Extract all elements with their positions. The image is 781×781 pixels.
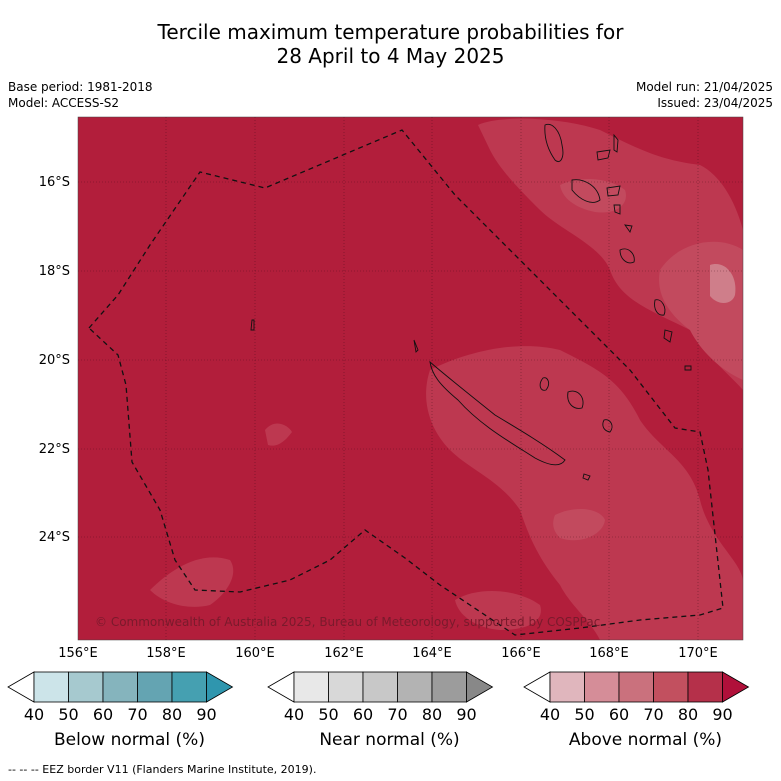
lon-label-168e: 168°E	[589, 646, 629, 661]
malakula-island	[571, 179, 601, 203]
colorbar-below-normal-label: Below normal (%)	[54, 730, 205, 750]
mare-island	[602, 419, 613, 433]
lat-label-16s: 16°S	[38, 175, 70, 190]
efate-island	[624, 224, 633, 233]
colorbar-near-normal-segment	[362, 671, 398, 703]
shade-new-caledonia	[426, 346, 743, 640]
epi-island	[613, 204, 621, 215]
lon-label-160e: 160°E	[235, 646, 275, 661]
small-islet-east	[684, 365, 692, 371]
lat-label-22s: 22°S	[38, 442, 70, 457]
colorbar-near-normal-segment	[293, 671, 329, 703]
colorbar-below-normal-segment	[33, 671, 69, 703]
shade-small-patch	[265, 423, 292, 446]
belep-islands	[413, 339, 419, 353]
lon-label-156e: 156°E	[58, 646, 98, 661]
colorbar-near-normal-segment	[397, 671, 433, 703]
colorbar-tick-label: 50	[58, 705, 79, 724]
colorbar-tick-label: 60	[352, 705, 374, 724]
isle-of-pines	[582, 473, 591, 481]
map-title-line1: Tercile maximum temperature probabilitie…	[157, 20, 624, 44]
colorbar-tick-label: 50	[574, 705, 595, 724]
lat-label-24s: 24°S	[38, 530, 70, 545]
pentecost-island	[596, 149, 611, 161]
probability-shading	[150, 118, 743, 640]
islands	[250, 123, 692, 481]
lon-label-162e: 162°E	[324, 646, 364, 661]
eez-legend-note: -- -- -- EEZ border V11 (Flanders Marine…	[8, 763, 317, 776]
map-title-line2: 28 April to 4 May 2025	[276, 44, 505, 68]
copyright-text: © Commonwealth of Australia 2025, Bureau…	[95, 615, 600, 629]
colorbar-near-normal-left-extension	[267, 671, 295, 703]
aneityum-island	[663, 329, 673, 343]
colorbar-tick-label: 90	[196, 705, 217, 724]
espiritu-santo-island	[544, 123, 564, 163]
colorbar-tick-label: 40	[23, 705, 45, 724]
colorbar-below-normal-left-extension	[7, 671, 35, 703]
chesterfield-reef	[250, 319, 255, 331]
lon-label-170e: 170°E	[678, 646, 718, 661]
colorbar-tick-label: 80	[677, 705, 699, 724]
lifou-island	[567, 390, 584, 409]
model-run: Model run: 21/04/2025	[635, 80, 773, 94]
colorbar-tick-label: 90	[456, 705, 477, 724]
colorbar-tick-label: 70	[643, 705, 664, 724]
colorbar-tick-label: 60	[92, 705, 114, 724]
colorbar-near-normal-right-extension	[466, 671, 494, 703]
colorbar-tick-label: 50	[318, 705, 339, 724]
colorbar-above-normal-right-extension	[722, 671, 750, 703]
lon-label-164e: 164°E	[412, 646, 452, 661]
shade-southwest	[150, 557, 234, 607]
grid-lines	[78, 117, 743, 640]
colorbar-tick-label: 40	[539, 705, 561, 724]
colorbar-tick-label: 80	[421, 705, 443, 724]
new-caledonia-island	[429, 360, 566, 466]
colorbar-below-normal-segment	[137, 671, 173, 703]
colorbar-below-normal-segment	[171, 671, 207, 703]
colorbar-above-normal-segment	[584, 671, 620, 703]
eez-border	[88, 129, 724, 636]
colorbar-above-normal-segment	[618, 671, 654, 703]
colorbar-tick-label: 40	[283, 705, 305, 724]
shade-south	[455, 590, 541, 630]
lon-label-158e: 158°E	[146, 646, 186, 661]
base-period: Base period: 1981-2018	[8, 80, 153, 94]
colorbar-tick-label: 60	[608, 705, 630, 724]
colorbar-above-normal	[523, 671, 750, 703]
colorbar-below-normal	[7, 671, 234, 703]
colorbar-tick-label: 90	[712, 705, 733, 724]
colorbar-tick-label: 70	[387, 705, 408, 724]
colorbar-above-normal-segment	[653, 671, 689, 703]
colorbar-below-normal-right-extension	[206, 671, 234, 703]
lon-label-166e: 166°E	[501, 646, 541, 661]
colorbar-below-normal-segment	[68, 671, 104, 703]
tanna-island	[654, 299, 666, 316]
shade-east-lightest	[710, 264, 736, 304]
colorbar-tick-label: 70	[127, 705, 148, 724]
colorbar-near-normal	[267, 671, 494, 703]
shade-east-north	[478, 118, 743, 390]
colorbar-above-normal-label: Above normal (%)	[568, 730, 723, 750]
colorbar-above-normal-segment	[549, 671, 585, 703]
colorbar-above-normal-segment	[687, 671, 723, 703]
lat-label-18s: 18°S	[38, 264, 70, 279]
colorbar-near-normal-label: Near normal (%)	[319, 730, 460, 750]
issued-date: Issued: 23/04/2025	[657, 96, 773, 110]
ouvea-island	[539, 377, 550, 391]
maewo-island	[613, 133, 619, 153]
colorbar-near-normal-segment	[431, 671, 467, 703]
map-frame	[77, 116, 744, 641]
colorbar-near-normal-segment	[328, 671, 364, 703]
colorbar-tick-label: 80	[161, 705, 183, 724]
colorbar-above-normal-left-extension	[523, 671, 551, 703]
ambrym-island	[606, 185, 621, 197]
lat-label-20s: 20°S	[38, 353, 70, 368]
erromango-island	[619, 248, 635, 264]
shade-south-light	[553, 508, 605, 541]
model-name: Model: ACCESS-S2	[8, 96, 120, 110]
colorbar-below-normal-segment	[102, 671, 138, 703]
